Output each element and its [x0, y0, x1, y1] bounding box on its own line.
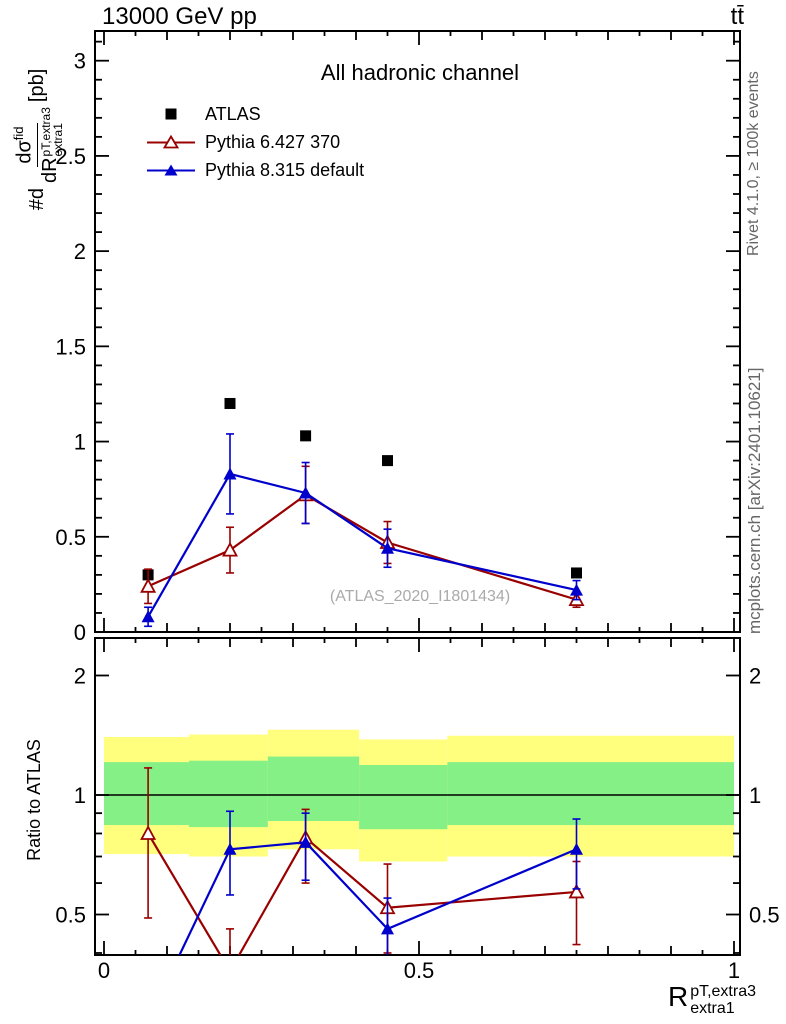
y-axis-label-unit: [pb]: [25, 68, 48, 103]
legend-label-atlas: ATLAS: [205, 103, 261, 124]
svg-text:1: 1: [728, 958, 740, 983]
legend-label-pythia6: Pythia 6.427 370: [205, 131, 341, 152]
y-axis-denominator-scripts: pT,extra3 extra1: [38, 107, 66, 157]
x-axis-label-sup: pT,extra3: [690, 983, 756, 1000]
y-axis-label-prefix: #d: [25, 188, 48, 211]
svg-text:1: 1: [74, 430, 86, 455]
svg-text:0.5: 0.5: [55, 903, 86, 928]
rivet-version-caption: Rivet 4.1.0, ≥ 100k events: [745, 71, 762, 256]
channel-title: All hadronic channel: [320, 60, 520, 85]
square-marker-icon: [165, 108, 177, 120]
svg-text:2: 2: [74, 663, 86, 688]
x-axis-label-base: R: [667, 980, 689, 1012]
svg-text:1: 1: [749, 783, 761, 808]
svg-text:2: 2: [74, 239, 86, 264]
x-axis-label-scripts: pT,extra3 extra1: [690, 983, 756, 1018]
svg-text:1: 1: [74, 783, 86, 808]
svg-text:0: 0: [98, 958, 110, 983]
svg-text:1.5: 1.5: [55, 334, 86, 359]
svg-text:0.5: 0.5: [404, 958, 435, 983]
y-axis-label-fraction: dσfid dR pT,extra3 extra1: [11, 107, 66, 184]
process-title: tt̄: [730, 3, 744, 30]
y-axis-denominator: dR: [38, 157, 61, 184]
y-axis-numerator-sup: fid: [11, 126, 26, 141]
svg-text:0: 0: [74, 620, 86, 645]
x-axis-label: R pT,extra3 extra1: [667, 980, 756, 1017]
ratio-y-axis-label: Ratio to ATLAS: [24, 739, 44, 861]
svg-text:2: 2: [749, 663, 761, 688]
mcplots-arxiv-caption: mcplots.cern.ch [arXiv:2401.10621]: [745, 367, 764, 634]
legend-item-pythia8: Pythia 8.315 default: [146, 158, 364, 182]
x-axis-label-sub: extra1: [690, 999, 735, 1017]
svg-text:0.5: 0.5: [749, 903, 780, 928]
y-axis-label: #d dσfid dR pT,extra3 extra1 [pb]: [11, 27, 66, 252]
filled-triangle-marker-icon: [147, 164, 195, 176]
legend-item-atlas: ATLAS: [146, 102, 364, 126]
legend-label-pythia8: Pythia 8.315 default: [205, 159, 365, 180]
svg-text:3: 3: [74, 49, 86, 74]
beam-energy-title: 13000 GeV pp: [102, 3, 257, 30]
svg-text:2.5: 2.5: [55, 144, 86, 169]
legend: ATLAS Pythia 6.427 370 Pythia 8.315 defa…: [146, 102, 364, 182]
legend-item-pythia6: Pythia 6.427 370: [146, 130, 364, 154]
y-axis-numerator: dσ: [13, 140, 36, 164]
svg-text:0.5: 0.5: [55, 525, 86, 550]
analysis-id-watermark: (ATLAS_2020_I1801434): [329, 588, 511, 605]
open-triangle-marker-icon: [147, 134, 195, 149]
